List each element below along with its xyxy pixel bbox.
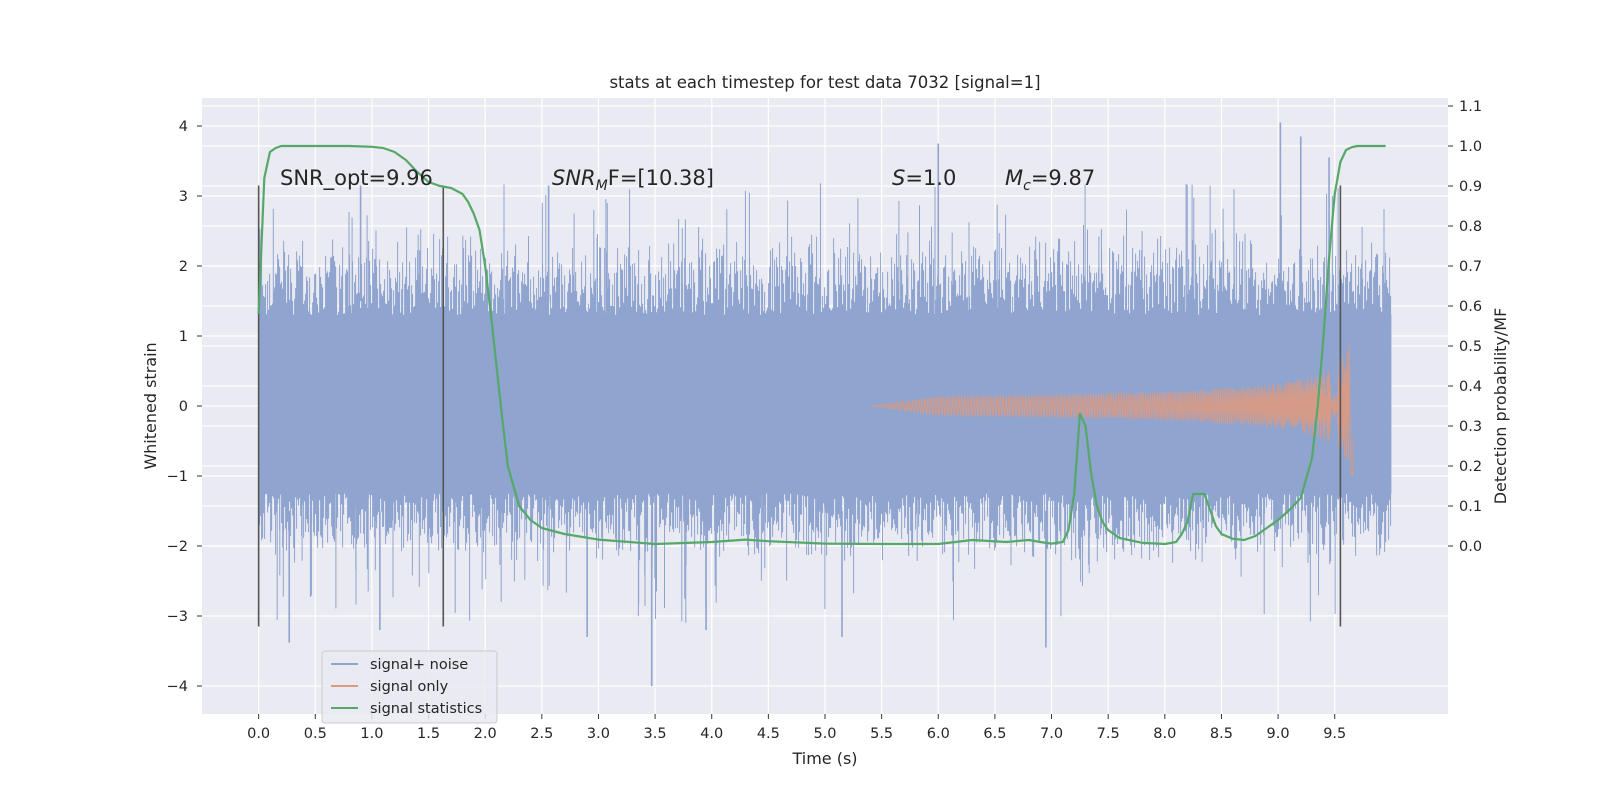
y-tick-label: 1 xyxy=(179,329,188,345)
x-tick-label: 3.0 xyxy=(587,726,610,742)
y-axis-label: Whitened strain xyxy=(141,342,160,469)
legend-box xyxy=(321,650,498,724)
y-tick-label: 2 xyxy=(179,259,188,275)
y-tick-label: −2 xyxy=(167,539,188,555)
statistics-layer xyxy=(257,144,1386,546)
annotation-mc-var: M xyxy=(1005,166,1023,190)
x-tick-label: 3.5 xyxy=(644,726,667,742)
y-right-tick-label: 0.9 xyxy=(1459,179,1482,195)
x-tick-label: 7.5 xyxy=(1097,726,1120,742)
annotation-s-var: S xyxy=(892,166,905,190)
annotation-mc-rest: =9.87 xyxy=(1031,166,1095,190)
x-tick-label: 9.0 xyxy=(1267,726,1290,742)
x-tick-label: 5.5 xyxy=(870,726,893,742)
y-tick-label: −3 xyxy=(167,609,188,625)
y-right-tick-label: 0.8 xyxy=(1459,219,1482,235)
annotation-snr-mf-sub: M xyxy=(596,178,608,194)
y-right-tick-label: 0.1 xyxy=(1459,499,1482,515)
signal-only-chirp xyxy=(870,344,1355,478)
x-tick-label: 4.5 xyxy=(757,726,780,742)
legend: signal+ noise signal only signal statist… xyxy=(321,650,498,724)
annotation-snr-mf: SNRMF=[10.38] xyxy=(552,166,714,194)
y-tick-label: 0 xyxy=(179,399,188,415)
annotation-mc: Mc=9.87 xyxy=(1005,166,1095,194)
x-axis-label: Time (s) xyxy=(791,749,857,768)
y-tick-label: −4 xyxy=(167,679,188,695)
annotation-mc-sub: c xyxy=(1023,178,1031,194)
annotation-snr-mf-rest: F=[10.38] xyxy=(608,166,714,190)
annotation-s-rest: =1.0 xyxy=(905,166,956,190)
tick-layer: 0.0 0.5 1.0 1.5 2.0 2.5 3.0 3.5 4.0 4.5 5.0 5.5 6.0 6… xyxy=(167,99,1482,742)
x-tick-label: 8.5 xyxy=(1210,726,1233,742)
x-tick-label: 4.0 xyxy=(700,726,723,742)
x-tick-label: 9.5 xyxy=(1323,726,1346,742)
y-tick-label: −1 xyxy=(167,469,188,485)
data-layer xyxy=(258,122,1392,686)
y-right-tick-label: 0.5 xyxy=(1459,339,1482,355)
x-tick-label: 5.0 xyxy=(813,726,836,742)
annotation-snr-opt: SNR_opt=9.96 xyxy=(280,166,433,191)
y-right-tick-label: 0.4 xyxy=(1459,379,1482,395)
legend-label-signal-only: signal only xyxy=(370,679,449,695)
y-right-tick-label: 1.0 xyxy=(1459,139,1482,155)
y-right-tick-label: 0.2 xyxy=(1459,459,1482,475)
x-tick-label: 0.5 xyxy=(304,726,327,742)
vertical-markers xyxy=(257,185,1342,627)
x-tick-label: 7.0 xyxy=(1040,726,1063,742)
x-tick-label: 8.0 xyxy=(1153,726,1176,742)
annotations: SNR_opt=9.96 SNRMF=[10.38] S=1.0 Mc=9.87 xyxy=(280,166,1095,194)
annotation-snr-mf-base: SNR xyxy=(552,166,596,190)
x-tick-label: 1.5 xyxy=(417,726,440,742)
y-right-tick-label: 0.3 xyxy=(1459,419,1482,435)
y-right-tick-label: 0.7 xyxy=(1459,259,1482,275)
y-tick-label: 4 xyxy=(179,119,188,135)
x-tick-label: 6.5 xyxy=(983,726,1006,742)
x-tick-label: 6.0 xyxy=(927,726,950,742)
x-tick-label: 0.0 xyxy=(247,726,270,742)
x-tick-label: 2.0 xyxy=(474,726,497,742)
x-tick-label: 2.5 xyxy=(530,726,553,742)
y-right-tick-label: 1.1 xyxy=(1459,99,1482,115)
legend-label-signal-statistics: signal statistics xyxy=(370,701,482,717)
y-right-axis-label: Detection probability/MF xyxy=(1491,308,1510,505)
y-tick-label: 3 xyxy=(179,189,188,205)
legend-label-signal-noise: signal+ noise xyxy=(370,657,468,673)
y-right-tick-label: 0.6 xyxy=(1459,299,1482,315)
y-right-tick-label: 0.0 xyxy=(1459,539,1482,555)
signal-statistics-line xyxy=(257,144,1386,546)
chart-title: stats at each timestep for test data 703… xyxy=(609,73,1040,92)
annotation-s: S=1.0 xyxy=(892,166,956,190)
x-tick-label: 1.0 xyxy=(360,726,383,742)
